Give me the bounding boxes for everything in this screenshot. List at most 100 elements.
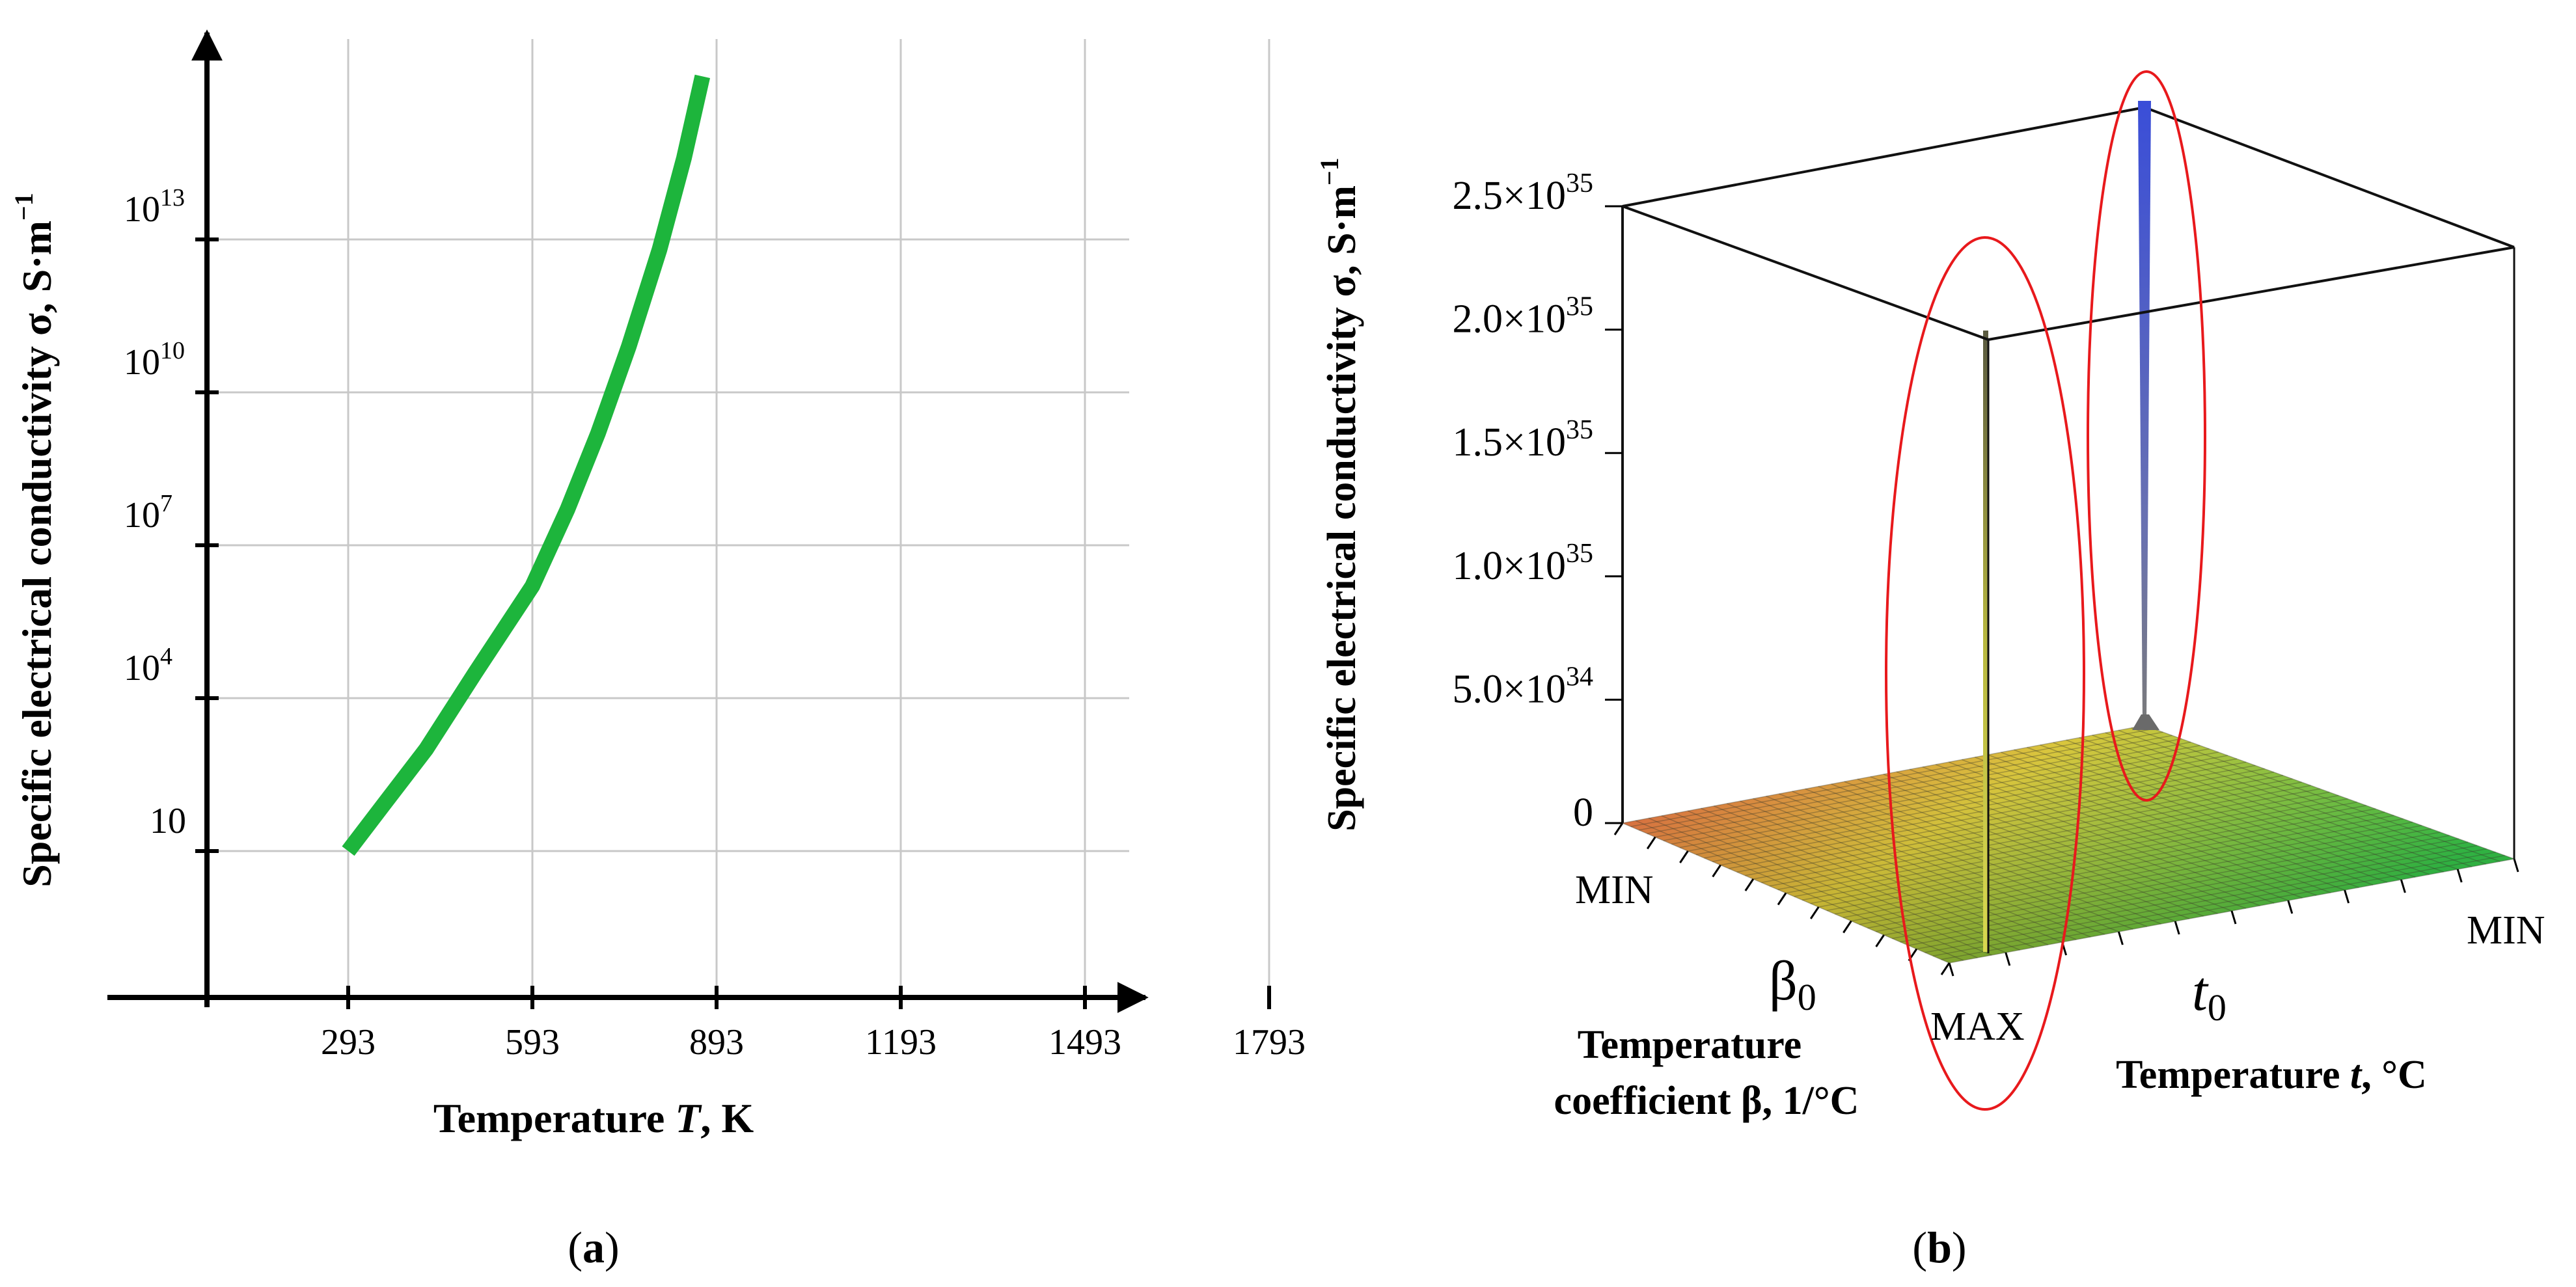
panel-b-t-tick-mark xyxy=(2005,952,2011,966)
panel-b-mesh-line xyxy=(1922,766,2275,904)
panel-b-mesh-line xyxy=(1740,800,2077,940)
panel-b-mesh-line xyxy=(1655,738,2182,838)
panel-b-mesh-line xyxy=(1761,781,2302,884)
panel-b-t-tick-mark xyxy=(2117,931,2124,945)
panel-b-mesh-line xyxy=(1831,783,2176,922)
panel-b-mesh-line xyxy=(1695,755,2228,856)
panel-b-beta-min-label: MIN xyxy=(1575,868,1654,912)
panel-b-mesh-line xyxy=(1859,821,2413,925)
panel-b-beta-tick-mark xyxy=(1679,850,1689,863)
panel-b-mesh-line xyxy=(1826,808,2376,912)
panel-b-beta-axis-title-2: coefficient β, 1/°C xyxy=(1554,1079,1859,1123)
panel-a-y-tick-label: 1013 xyxy=(124,184,185,230)
panel-b-mesh-line xyxy=(1745,775,2284,876)
panel-b-box-edge xyxy=(1622,106,2145,208)
panel-a-y-ticks: 10 104 107 1010 1013 xyxy=(124,184,219,853)
panel-b-beta-tick-mark xyxy=(1843,920,1852,934)
panel-b-mesh-line xyxy=(1810,802,2357,904)
panel-b-beta-tick-mark xyxy=(1712,864,1721,878)
panel-a-chart: 10 104 107 1010 1013 293 593 893 1193 1493 1793 S… xyxy=(9,29,1306,1272)
panel-b-beta-ticks xyxy=(1613,822,1951,975)
panel-b-mesh-line xyxy=(1736,772,2274,873)
panel-b-mesh-line xyxy=(1622,725,2145,824)
panel-a-y-tick-label: 104 xyxy=(124,643,172,688)
panel-a-x-tick-label: 293 xyxy=(321,1022,376,1063)
panel-b-mesh-line xyxy=(1729,768,2265,869)
panel-b-mesh-line xyxy=(1766,796,2105,935)
panel-a-series-line xyxy=(342,74,711,856)
panel-b-mesh-line xyxy=(1674,813,2007,953)
panel-a-y-axis-title: Specific electrical conductivity σ, S·m−… xyxy=(9,193,60,887)
panel-b-mesh-line xyxy=(1935,764,2289,901)
panel-b-mesh-line xyxy=(1661,815,1992,956)
panel-b-mesh-line xyxy=(1671,745,2200,845)
panel-b-z-tick-label: 5.0×1034 xyxy=(1453,662,1593,711)
panel-b-mesh-line xyxy=(1805,788,2148,927)
panel-b-t-tick-mark xyxy=(2230,910,2237,925)
panel-b-chart: 0 5.0×1034 1.0×1035 1.5×1035 2.0×1035 2.5×103… xyxy=(1315,70,2545,1272)
panel-b-mesh-line xyxy=(2118,729,2486,865)
panel-b-mesh-line xyxy=(1962,759,2317,896)
panel-a-x-tick-label: 1193 xyxy=(865,1022,937,1063)
panel-b-highlight-ellipse xyxy=(1885,236,2085,1111)
panel-b-mesh-line xyxy=(1857,778,2204,917)
panel-b-mesh-line xyxy=(1792,791,2133,930)
panel-b-mesh-line xyxy=(1647,735,2172,834)
panel-b-t-tick-mark xyxy=(2456,869,2463,883)
panel-b-mesh-line xyxy=(1843,815,2394,918)
panel-b-mesh-line xyxy=(1948,761,2303,899)
panel-b-mesh-line xyxy=(1818,805,2366,908)
panel-b-mesh-line xyxy=(1900,838,2459,943)
panel-b-mesh-line xyxy=(2040,744,2402,880)
panel-b-peak-t xyxy=(2138,101,2151,722)
panel-b-mesh-line xyxy=(1701,807,2035,948)
panel-a-y-tick-label: 107 xyxy=(124,490,172,535)
panel-b-t-tick-mark xyxy=(2174,921,2180,935)
panel-b-t-symbol: t0 xyxy=(2192,960,2227,1029)
panel-a-x-axis-title: Temperature T, K xyxy=(433,1095,754,1141)
panel-b-mesh-line xyxy=(2131,727,2501,862)
panel-b-beta-tick-mark xyxy=(1613,822,1624,835)
panel-b-mesh-line xyxy=(1941,855,2505,960)
panel-b-mesh-line xyxy=(1875,828,2432,932)
panel-b-mesh-line xyxy=(1870,776,2218,914)
panel-b-peak-t-shadow xyxy=(2132,714,2159,730)
panel-a-x-tick-label: 593 xyxy=(505,1022,560,1063)
panel-b-beta-axis-title: Temperature xyxy=(1578,1023,1802,1067)
panel-b-mesh-line xyxy=(2092,735,2458,870)
panel-b-mesh-line xyxy=(1638,731,2163,831)
panel-b-box-edge xyxy=(1622,205,1989,341)
panel-b-mesh-line xyxy=(1769,785,2311,887)
panel-b-mesh-line xyxy=(2079,737,2444,873)
panel-a-x-tick-label: 893 xyxy=(689,1022,744,1063)
panel-b-mesh-line xyxy=(1777,788,2320,890)
panel-b-mesh-line xyxy=(1851,818,2404,922)
panel-b-mesh-line xyxy=(1867,825,2422,928)
panel-b-t-tick-mark xyxy=(2400,879,2406,893)
panel-b-mesh-line xyxy=(2027,747,2387,883)
panel-a-y-tick-label: 10 xyxy=(150,801,186,841)
panel-b-mesh-line xyxy=(2001,752,2359,888)
panel-b-mesh-line xyxy=(1785,791,2330,894)
panel-b-mesh-line xyxy=(1916,845,2478,950)
panel-a-x-tick-label: 1493 xyxy=(1048,1022,1121,1063)
panel-b-mesh-line xyxy=(1844,781,2190,919)
panel-b-mesh-line xyxy=(1630,728,2154,828)
panel-b-mesh-line xyxy=(1896,771,2246,909)
panel-b-box-edge xyxy=(2144,106,2515,249)
panel-b-mesh-line xyxy=(1925,848,2487,953)
panel-b-mesh-line xyxy=(1663,741,2191,841)
panel-b-mesh-line xyxy=(2066,739,2430,875)
panel-b-mesh-line xyxy=(1753,778,2293,880)
panel-a-grid xyxy=(207,39,1270,997)
panel-b-mesh-line xyxy=(1779,793,2119,932)
panel-b-mesh-line xyxy=(1883,774,2232,912)
panel-b-mesh-line xyxy=(1688,752,2219,852)
panel-b-surface-shade xyxy=(1623,725,2514,963)
panel-b-mesh-line xyxy=(1635,820,1964,961)
panel-b-z-tick-label: 1.0×1035 xyxy=(1453,539,1593,588)
panel-b-beta-tick-mark xyxy=(1744,878,1755,891)
panel-b-mesh-line xyxy=(1753,798,2091,938)
panel-b-mesh-line xyxy=(1794,794,2339,897)
